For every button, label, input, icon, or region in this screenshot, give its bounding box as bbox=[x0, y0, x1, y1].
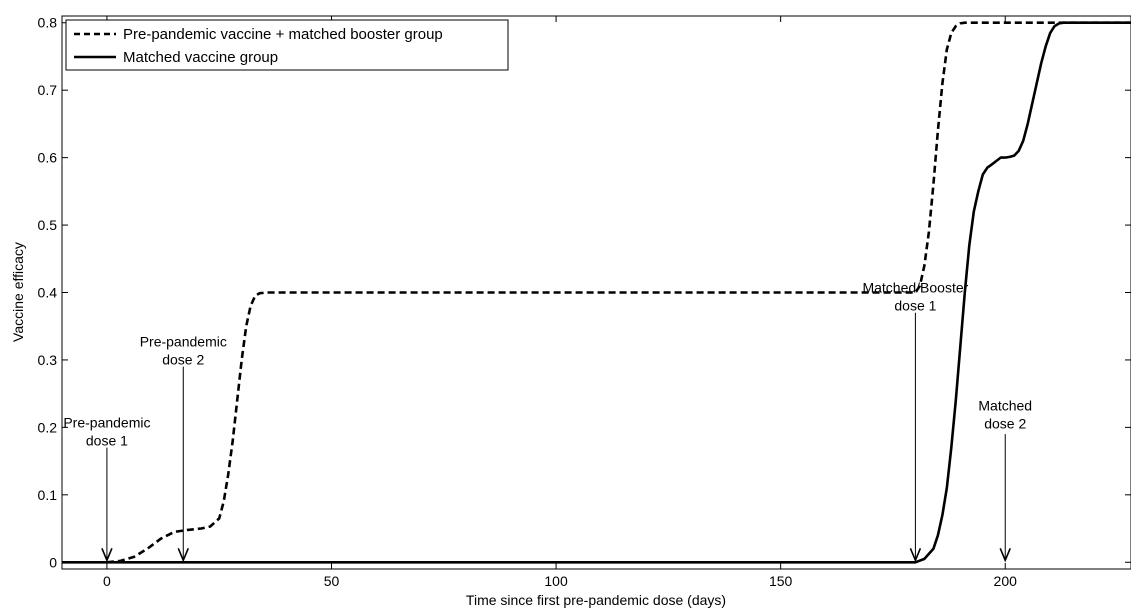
tick-layer: 0 50 100 150 200 0 0.1 0.2 0.3 0.4 0.5 0.6 0.7 0.8 bbox=[38, 15, 1131, 589]
annotation-label: Matched dose 2 bbox=[978, 398, 1032, 432]
series-line-booster-group bbox=[106, 21, 1131, 564]
x-tick-label: 200 bbox=[994, 573, 1018, 589]
y-tick-label: 0.5 bbox=[38, 217, 58, 233]
legend-box bbox=[65, 19, 509, 71]
series-layer bbox=[62, 21, 1131, 564]
annotation-arrowhead bbox=[177, 547, 190, 563]
x-axis-label: Time since first pre-pandemic dose (days… bbox=[466, 592, 726, 608]
y-tick-label: 0.1 bbox=[38, 487, 58, 503]
x-tick-label: 0 bbox=[103, 573, 111, 589]
legend: Pre-pandemic vaccine + matched booster g… bbox=[65, 19, 509, 71]
y-axis-label: Vaccine efficacy bbox=[10, 242, 26, 342]
annotation-label: Pre-pandemic dose 1 bbox=[63, 414, 150, 448]
y-tick-label: 0.4 bbox=[38, 285, 58, 301]
legend-label-booster-group: Pre-pandemic vaccine + matched booster g… bbox=[123, 26, 443, 43]
legend-label-matched-group: Matched vaccine group bbox=[123, 49, 278, 66]
y-tick-label: 0.8 bbox=[38, 15, 58, 31]
x-tick-label: 50 bbox=[324, 573, 340, 589]
y-tick-label: 0.2 bbox=[38, 419, 58, 435]
annotation-arrowhead bbox=[101, 547, 113, 563]
y-tick-label: 0 bbox=[49, 554, 57, 570]
plot-area bbox=[62, 16, 1131, 569]
annotation-arrowhead bbox=[999, 547, 1011, 563]
annotation-arrowhead bbox=[909, 547, 922, 563]
x-tick-label: 100 bbox=[544, 573, 568, 589]
y-tick-label: 0.7 bbox=[38, 82, 58, 98]
y-tick-label: 0.3 bbox=[38, 352, 58, 368]
series-line-matched-group bbox=[62, 21, 1131, 564]
annotation-label: Pre-pandemic dose 2 bbox=[140, 333, 227, 367]
annotation-label: Matched/Booster dose 1 bbox=[862, 280, 968, 314]
annotation-layer: Pre-pandemic dose 1 Pre-pandemic dose 2 Matc… bbox=[63, 280, 1032, 563]
x-tick-label: 150 bbox=[769, 573, 793, 589]
y-tick-label: 0.6 bbox=[38, 150, 58, 166]
